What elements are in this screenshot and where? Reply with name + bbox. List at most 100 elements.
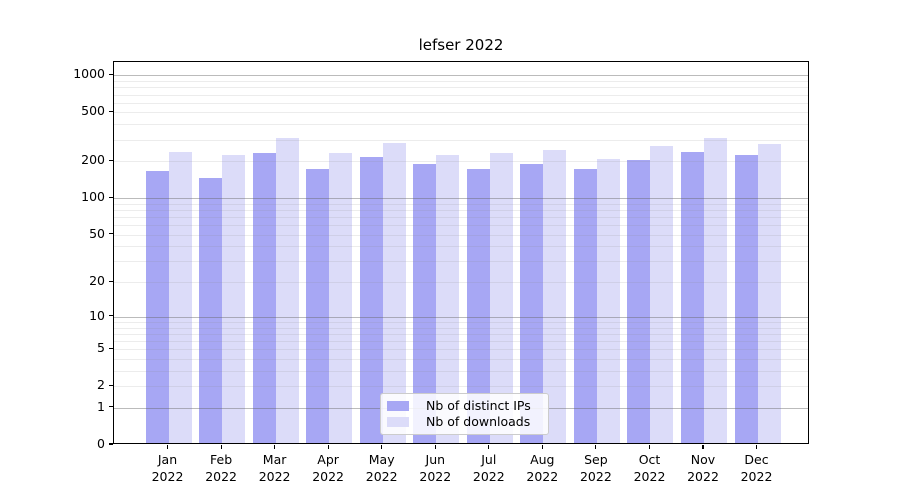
bar-distinct-ips-jul: [466, 168, 490, 443]
x-tick-year: 2022: [205, 469, 237, 484]
y-tick-label-100: 100: [81, 189, 105, 205]
y-tick-label-500: 500: [81, 103, 105, 119]
x-tick-year: 2022: [579, 469, 612, 484]
gridline-80: [114, 209, 808, 211]
x-tick-year: 2022: [258, 469, 291, 484]
gridline-800: [114, 87, 808, 89]
gridline-4: [114, 358, 808, 360]
x-tick-label-jun: Jun 2022: [403, 451, 467, 485]
y-tick-label-2: 2: [97, 377, 105, 393]
gridline-8: [114, 327, 808, 329]
x-tick-label-apr: Apr 2022: [296, 451, 360, 485]
bar-distinct-ips-feb: [199, 178, 223, 443]
y-tickmark-10: [109, 315, 113, 317]
x-tick-year: 2022: [365, 469, 398, 484]
x-tick-year: 2022: [526, 469, 559, 484]
gridline-700: [114, 94, 808, 96]
gridline-30: [114, 261, 808, 263]
y-tick-label-200: 200: [81, 152, 105, 168]
gridline-900: [114, 81, 808, 82]
y-tick-label-1000: 1000: [73, 66, 105, 82]
gridline-2: [114, 386, 808, 388]
gridline-60: [114, 225, 808, 227]
x-tickmark-feb: [220, 445, 222, 449]
gridline-6: [114, 340, 808, 342]
x-tickmark-aug: [541, 445, 543, 449]
bar-distinct-ips-aug: [520, 164, 544, 443]
y-tick-label-1: 1: [97, 398, 105, 414]
gridline-40: [114, 246, 808, 248]
gridline-1000: [114, 75, 808, 77]
bar-distinct-ips-dec: [734, 154, 758, 443]
x-tickmark-sep: [595, 445, 597, 449]
gridline-5: [114, 349, 808, 351]
x-tick-label-feb: Feb 2022: [189, 451, 253, 485]
bar-downloads-aug: [543, 150, 567, 443]
bar-distinct-ips-nov: [681, 152, 704, 443]
y-tickmark-50: [109, 233, 113, 235]
bar-distinct-ips-apr: [306, 169, 330, 443]
x-tick-label-jul: Jul 2022: [457, 451, 521, 485]
legend-item-distinct-ips: Nb of distinct IPs: [387, 399, 540, 413]
bar-downloads-may: [382, 142, 406, 443]
y-tick-label-20: 20: [89, 273, 105, 289]
x-tick-month: Apr: [317, 452, 339, 467]
bar-downloads-apr: [329, 152, 353, 443]
y-tickmark-1: [109, 406, 113, 408]
chart-title: lefser 2022: [418, 36, 504, 54]
x-tick-month: Mar: [262, 452, 287, 467]
gridline-200: [114, 161, 808, 163]
bar-distinct-ips-jun: [413, 164, 437, 443]
gridline-20: [114, 282, 808, 284]
legend-swatch-downloads: [387, 417, 409, 427]
gridline-50: [114, 234, 808, 236]
bar-downloads-sep: [596, 159, 620, 443]
x-tick-label-nov: Nov 2022: [671, 451, 735, 485]
y-tick-label-10: 10: [89, 307, 105, 323]
x-tick-month: Dec: [744, 452, 769, 467]
bar-downloads-jan: [168, 152, 192, 443]
x-tick-year: 2022: [740, 469, 773, 484]
gridline-300: [114, 139, 808, 141]
x-tick-label-jan: Jan 2022: [136, 451, 200, 485]
y-tickmark-0: [109, 443, 113, 445]
y-tickmark-1000: [109, 73, 113, 75]
x-tick-year: 2022: [151, 469, 184, 484]
x-tick-label-mar: Mar 2022: [243, 451, 307, 485]
bar-downloads-oct: [650, 145, 674, 443]
x-tick-month: Feb: [210, 452, 233, 467]
x-tickmark-oct: [648, 445, 651, 449]
bar-distinct-ips-oct: [627, 160, 651, 443]
bar-distinct-ips-mar: [252, 153, 276, 443]
x-tickmark-jan: [166, 445, 169, 449]
bar-distinct-ips-jan: [145, 170, 169, 443]
bar-downloads-nov: [704, 138, 727, 443]
x-tick-label-oct: Oct 2022: [618, 451, 682, 485]
grid-layer: [114, 62, 808, 443]
bar-downloads-jun: [436, 155, 460, 443]
x-tickmark-may: [381, 445, 383, 449]
gridline-600: [114, 102, 808, 104]
x-tick-year: 2022: [472, 469, 505, 484]
x-tick-year: 2022: [687, 469, 719, 484]
bar-distinct-ips-may: [359, 157, 383, 443]
y-tick-label-0: 0: [97, 436, 105, 451]
x-tick-label-aug: Aug 2022: [510, 451, 574, 485]
legend-swatch-distinct-ips: [387, 401, 409, 411]
gridline-70: [114, 217, 808, 218]
gridline-90: [114, 203, 808, 205]
gridline-9: [114, 321, 808, 323]
x-tickmark-apr: [327, 445, 329, 449]
gridline-500: [114, 112, 808, 114]
y-tick-label-50: 50: [89, 225, 105, 241]
bar-downloads-feb: [222, 155, 246, 443]
x-tick-month: May: [368, 452, 395, 467]
y-tickmark-20: [109, 280, 113, 282]
y-tick-label-5: 5: [97, 340, 105, 356]
x-tick-month: Aug: [530, 452, 555, 467]
y-tickmark-200: [109, 159, 113, 161]
x-tick-year: 2022: [312, 469, 344, 484]
y-tickmark-100: [109, 196, 113, 198]
bars-layer: [114, 62, 808, 443]
x-tick-label-sep: Sep 2022: [564, 451, 628, 485]
